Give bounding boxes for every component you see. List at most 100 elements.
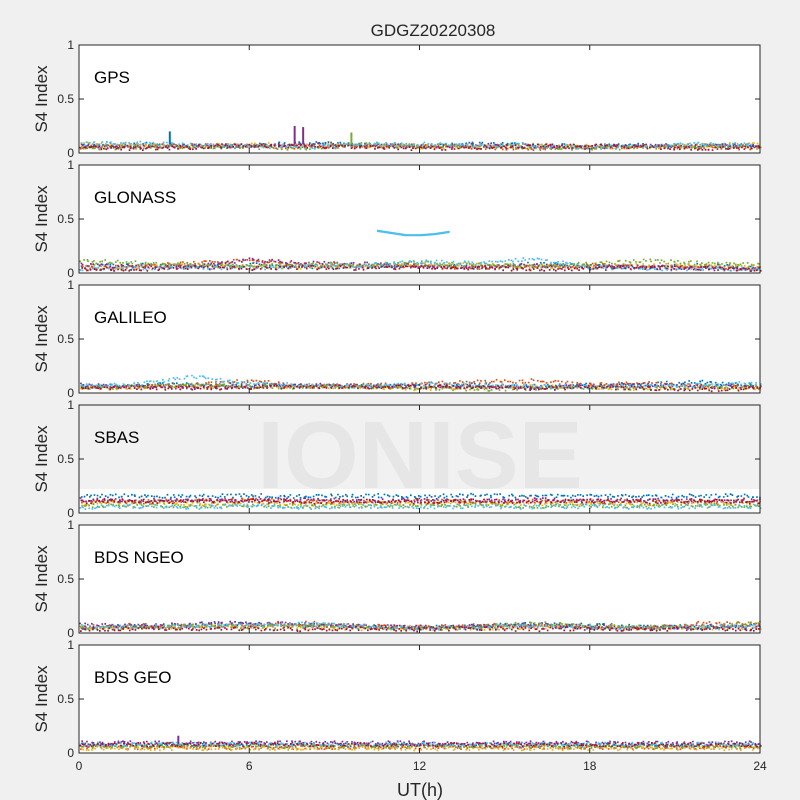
y-axis-ticks: 00.51 (57, 638, 760, 760)
series-7-points (80, 383, 761, 393)
subplot-bds-geo: 00.510 6 12 18 24 S4 Index BDS GEO (32, 638, 767, 773)
y-tick-label: 0 (67, 146, 74, 160)
y-tick-label: 0 (67, 746, 74, 760)
scatter-traces (79, 492, 762, 510)
x-tick-label: 12 (413, 759, 427, 773)
x-axis-ticks (78, 285, 761, 393)
x-tick-label: 6 (246, 759, 253, 773)
y-tick-label: 0.5 (57, 692, 74, 706)
plot-area (79, 525, 760, 633)
plot-area (79, 285, 760, 393)
y-axis-label: S4 Index (32, 665, 51, 733)
y-tick-label: 1 (67, 158, 74, 172)
y-tick-label: 0 (67, 386, 74, 400)
y-tick-label: 1 (67, 38, 74, 52)
y-axis-label: S4 Index (32, 425, 51, 493)
series-4-dots (79, 620, 760, 630)
y-tick-label: 1 (67, 398, 74, 412)
series-1-points (80, 492, 761, 500)
scatter-traces (80, 374, 762, 393)
panel-label: GALILEO (94, 308, 167, 327)
series-7-dots (80, 498, 761, 505)
series-7-dots (81, 264, 762, 272)
y-tick-label: 0.5 (57, 212, 74, 226)
panel-label: BDS GEO (94, 668, 171, 687)
series-4-dots (81, 740, 760, 746)
series-6-points (79, 503, 762, 510)
y-axis-ticks: 00.51 (57, 278, 760, 400)
series-5-points (80, 141, 762, 151)
series-5-points (81, 743, 760, 749)
figure-title: GDGZ20220308 (371, 21, 496, 40)
y-tick-label: 1 (67, 638, 74, 652)
x-axis-label: UT(h) (397, 780, 443, 800)
series-2-points (81, 378, 760, 390)
y-axis-label: S4 Index (32, 185, 51, 253)
series-3-dots (80, 745, 761, 752)
panel-label: BDS NGEO (94, 548, 184, 567)
x-tick-label: 18 (583, 759, 597, 773)
series-3-dots (81, 262, 760, 270)
panel-label: GPS (94, 68, 130, 87)
y-axis-label: S4 Index (32, 305, 51, 373)
x-axis-ticks: 0 6 12 18 24 (76, 645, 767, 773)
series-1-points (81, 742, 760, 748)
y-tick-label: 0 (67, 506, 74, 520)
x-tick-label: 24 (753, 759, 767, 773)
series-6-dots (80, 374, 762, 390)
x-axis-ticks (78, 405, 761, 513)
series-6-dots (79, 503, 762, 510)
series-6-points (80, 374, 762, 390)
panel-label: GLONASS (94, 188, 176, 207)
watermark-text: IONISE (257, 402, 582, 509)
series-7-dots (79, 143, 760, 151)
x-axis-ticks (78, 525, 761, 633)
series-7-points (81, 264, 762, 272)
series-7-dots (80, 383, 761, 393)
series-4-dots (79, 497, 761, 504)
series-1-dots (80, 492, 761, 500)
y-axis-ticks: 00.51 (57, 158, 760, 280)
y-tick-label: 0.5 (57, 452, 74, 466)
y-axis-label: S4 Index (32, 65, 51, 133)
y-tick-label: 1 (67, 518, 74, 532)
series-3-points (80, 745, 761, 752)
y-tick-label: 0.5 (57, 332, 74, 346)
y-tick-label: 0 (67, 626, 74, 640)
plot-area (79, 645, 760, 753)
series-4-points (80, 382, 762, 390)
series-4-points (79, 620, 760, 630)
plot-area (79, 165, 760, 273)
y-tick-label: 0.5 (57, 572, 74, 586)
watermark-band (79, 404, 760, 489)
high-s4-arc-dots (376, 229, 450, 237)
y-tick-label: 0.5 (57, 92, 74, 106)
y-axis-ticks: 00.51 (57, 518, 760, 640)
series-6-dots (79, 741, 761, 747)
series-6-points (80, 140, 760, 150)
y-axis-ticks: 00.51 (57, 398, 760, 520)
y-tick-label: 1 (67, 278, 74, 292)
series-3-points (81, 262, 760, 270)
series-5-dots (80, 141, 762, 151)
scatter-traces (79, 140, 762, 151)
series-7-points (79, 741, 762, 748)
scatter-traces (79, 740, 762, 752)
series-7-points (80, 498, 761, 505)
x-axis-ticks (78, 45, 761, 153)
series-6-dots (80, 140, 760, 150)
y-tick-label: 0 (67, 266, 74, 280)
series-6-points (79, 741, 761, 747)
high-s4-arc (376, 229, 450, 237)
y-axis-ticks: 00.51 (57, 38, 760, 160)
series-4-points (81, 740, 760, 746)
panel-label: SBAS (94, 428, 139, 447)
series-7-points (79, 143, 760, 151)
